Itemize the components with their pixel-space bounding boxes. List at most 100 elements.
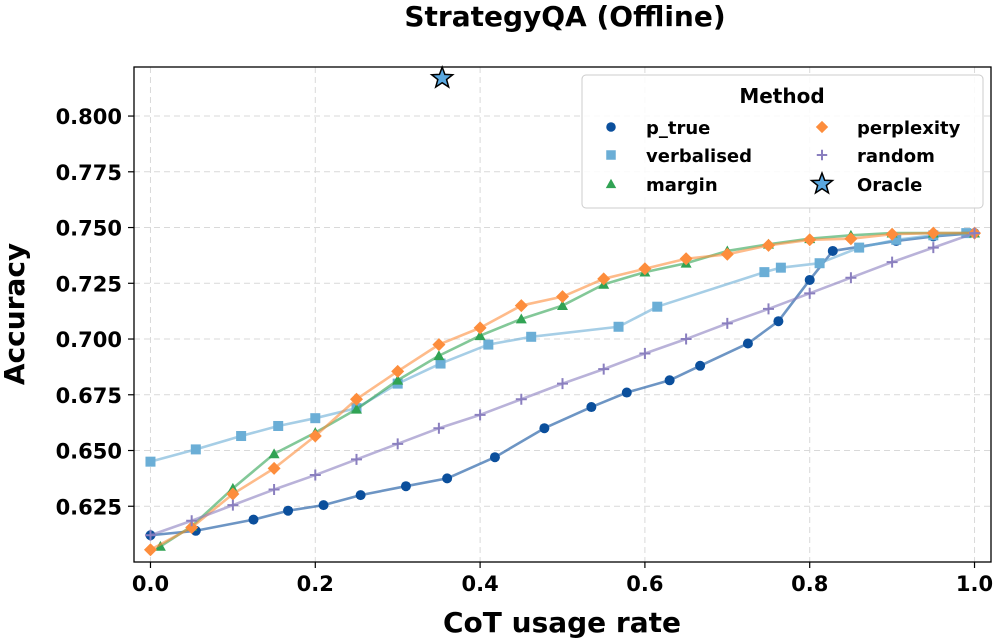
- legend-label: verbalised: [646, 146, 752, 167]
- data-point: [227, 499, 239, 511]
- series-layer: [143, 64, 982, 557]
- data-point: [926, 226, 940, 240]
- data-point: [720, 247, 734, 261]
- data-point: [145, 456, 156, 467]
- y-tick-label: 0.650: [56, 440, 122, 464]
- legend-item-perplexity: perplexity: [815, 118, 961, 139]
- y-tick-label: 0.675: [56, 384, 122, 408]
- data-point: [489, 452, 500, 463]
- data-point: [556, 290, 569, 304]
- series-oracle: [429, 64, 455, 89]
- oracle-point: [429, 64, 455, 89]
- data-point: [664, 375, 675, 386]
- data-point: [652, 301, 663, 312]
- data-point: [927, 242, 939, 254]
- data-point: [432, 338, 446, 352]
- x-tick-label: 1.0: [956, 572, 993, 596]
- data-point: [597, 272, 611, 286]
- legend-item-p-true: p_true: [606, 118, 710, 139]
- data-point: [844, 232, 858, 246]
- data-point: [891, 234, 902, 245]
- data-point: [391, 364, 405, 378]
- legend-item-verbalised: verbalised: [606, 146, 752, 167]
- data-point: [639, 348, 651, 360]
- data-point: [827, 245, 838, 256]
- y-axis-label: Accuracy: [0, 243, 31, 385]
- data-point: [350, 453, 362, 465]
- legend-item-random: random: [816, 146, 935, 167]
- data-point: [539, 423, 550, 434]
- data-point: [721, 317, 733, 329]
- data-point: [483, 339, 494, 350]
- data-point: [268, 484, 280, 496]
- data-point: [679, 252, 693, 266]
- data-point: [474, 409, 486, 421]
- y-tick-label: 0.800: [56, 105, 122, 129]
- data-point: [695, 360, 706, 371]
- data-point: [886, 256, 898, 268]
- data-point: [267, 461, 281, 475]
- legend-item-margin: margin: [605, 175, 718, 196]
- data-point: [186, 515, 198, 527]
- data-point: [400, 481, 411, 492]
- data-point: [762, 238, 776, 252]
- y-axis-ticks: 0.625 0.650 0.675 0.700 0.725 0.750 0.775 0.800: [56, 105, 134, 519]
- data-point: [310, 413, 321, 424]
- x-tick-label: 0.8: [791, 572, 828, 596]
- plot-frame: [133, 66, 992, 563]
- legend-marker: [809, 170, 835, 195]
- data-point: [557, 378, 568, 390]
- y-tick-label: 0.625: [56, 495, 122, 519]
- data-point: [598, 363, 610, 375]
- series-line: [159, 231, 975, 548]
- data-point: [515, 393, 527, 405]
- series-perplexity: [143, 226, 982, 557]
- data-point: [283, 505, 294, 516]
- data-point: [514, 299, 528, 313]
- legend-items: p_true verbalised margin perplexity random Or…: [605, 118, 961, 196]
- data-point: [392, 438, 404, 450]
- data-point: [804, 287, 816, 299]
- data-point: [349, 392, 363, 406]
- chart-title: StrategyQA (Offline): [404, 0, 725, 33]
- data-point: [190, 444, 201, 455]
- series-random: [144, 227, 981, 541]
- series-line: [150, 231, 967, 463]
- legend-marker: [606, 122, 616, 132]
- data-point: [804, 274, 815, 285]
- data-point: [273, 420, 284, 431]
- data-point: [742, 338, 753, 349]
- data-point: [526, 331, 537, 342]
- data-point: [969, 227, 981, 239]
- data-point: [392, 374, 404, 385]
- data-point: [318, 500, 329, 511]
- data-point: [759, 267, 770, 278]
- legend-marker: [815, 120, 829, 134]
- legend-label: perplexity: [857, 118, 961, 139]
- y-tick-label: 0.750: [56, 217, 122, 241]
- legend-marker: [816, 149, 828, 161]
- data-point: [143, 543, 157, 557]
- legend-item-oracle: Oracle: [809, 170, 922, 196]
- legend: Method p_true verbalised margin perplexity r…: [581, 74, 984, 209]
- legend-marker: [606, 150, 616, 160]
- data-point: [638, 262, 652, 276]
- x-tick-label: 0.4: [461, 572, 498, 596]
- series-verbalised: [145, 228, 972, 467]
- data-point: [775, 262, 786, 273]
- x-axis-ticks: 0.0 0.2 0.4 0.6 0.8 1.0: [132, 562, 993, 596]
- data-point: [144, 529, 156, 541]
- legend-marker: [605, 178, 617, 189]
- legend-label: Oracle: [857, 175, 922, 196]
- data-point: [515, 313, 527, 324]
- data-point: [621, 387, 632, 398]
- x-tick-label: 0.6: [626, 572, 663, 596]
- data-point: [613, 321, 624, 332]
- data-point: [248, 514, 259, 525]
- data-point: [763, 303, 775, 315]
- x-axis-label: CoT usage rate: [443, 606, 681, 639]
- legend-label: random: [857, 146, 935, 167]
- data-point: [435, 358, 446, 369]
- x-tick-label: 0.0: [132, 572, 169, 596]
